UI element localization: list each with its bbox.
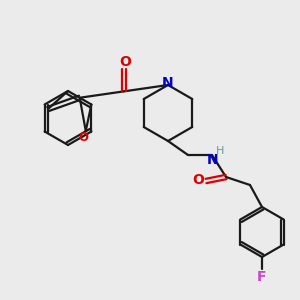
Text: N: N [207, 153, 219, 167]
Text: H: H [216, 146, 224, 156]
Text: F: F [257, 270, 267, 284]
Text: O: O [192, 173, 204, 187]
Text: O: O [79, 131, 89, 144]
Text: O: O [119, 56, 131, 69]
Text: N: N [162, 76, 174, 90]
